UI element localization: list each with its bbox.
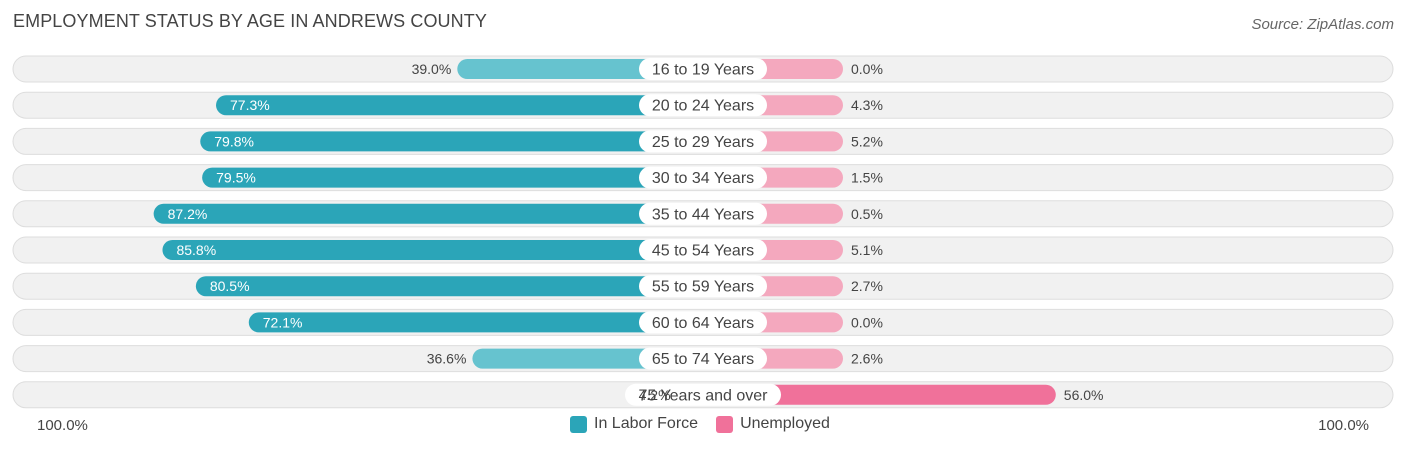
category-label: 55 to 59 Years (652, 279, 754, 296)
legend: In Labor Force Unemployed (570, 415, 848, 433)
value-label-labor: 79.8% (214, 133, 254, 149)
value-label-unemployed: 5.2% (851, 133, 883, 149)
value-label-labor: 79.5% (216, 170, 256, 186)
category-label: 60 to 64 Years (652, 315, 754, 332)
bar-labor-force (202, 167, 703, 188)
value-label-labor: 80.5% (210, 278, 250, 294)
category-label: 65 to 74 Years (652, 351, 754, 368)
category-pill (639, 347, 767, 370)
bar-labor-force (248, 312, 703, 333)
bar-labor-force (162, 240, 703, 260)
legend-swatch-labor (570, 415, 587, 433)
source-note: Source: ZipAtlas.com (1251, 16, 1394, 33)
category-label: 25 to 29 Years (652, 134, 754, 151)
category-pill (625, 383, 781, 406)
legend-swatch-unemployed (716, 415, 734, 433)
value-label-unemployed: 4.3% (851, 97, 883, 113)
category-label: 75 Years and over (639, 387, 769, 404)
category-pill (639, 130, 767, 153)
category-label: 30 to 34 Years (652, 170, 754, 187)
value-label-unemployed: 1.5% (851, 170, 883, 186)
value-label-labor: 72.1% (263, 314, 303, 330)
category-pill (639, 94, 767, 117)
category-pill (639, 166, 767, 189)
category-label: 35 to 44 Years (652, 206, 754, 223)
value-label-unemployed: 2.7% (851, 278, 883, 294)
value-label-unemployed: 5.1% (851, 242, 883, 258)
category-pill (639, 202, 767, 225)
category-label: 45 to 54 Years (652, 243, 754, 260)
legend-label-labor: In Labor Force (594, 415, 699, 432)
value-label-unemployed: 0.0% (851, 61, 883, 77)
bar-labor-force (216, 95, 703, 116)
bar-labor-force (195, 276, 703, 297)
value-label-labor: 4.2% (639, 387, 671, 403)
value-label-unemployed: 0.0% (851, 314, 883, 330)
chart-title: EMPLOYMENT STATUS BY AGE IN ANDREWS COUN… (13, 11, 487, 31)
value-label-labor: 39.0% (412, 61, 452, 77)
legend-label-unemployed: Unemployed (740, 415, 830, 432)
category-pill (639, 239, 767, 261)
axis-right-label: 100.0% (1318, 417, 1369, 434)
bar-unemployed (703, 384, 1056, 405)
category-pill (639, 311, 767, 334)
category-pill (639, 275, 767, 298)
value-label-unemployed: 56.0% (1064, 387, 1104, 403)
legend-item-labor[interactable]: In Labor Force (570, 415, 698, 433)
legend-item-unemployed[interactable]: Unemployed (716, 415, 830, 433)
value-label-labor: 85.8% (176, 242, 216, 258)
bar-labor-force (200, 131, 703, 152)
value-label-labor: 77.3% (230, 97, 270, 113)
value-label-unemployed: 0.5% (851, 206, 883, 222)
category-label: 16 to 19 Years (652, 62, 754, 79)
value-label-labor: 87.2% (168, 206, 208, 222)
axis-left-label: 100.0% (37, 417, 88, 434)
category-label: 20 to 24 Years (652, 98, 754, 115)
bar-labor-force (153, 203, 703, 224)
category-pill (639, 58, 767, 80)
value-label-unemployed: 2.6% (851, 351, 883, 367)
value-label-labor: 36.6% (427, 351, 467, 367)
